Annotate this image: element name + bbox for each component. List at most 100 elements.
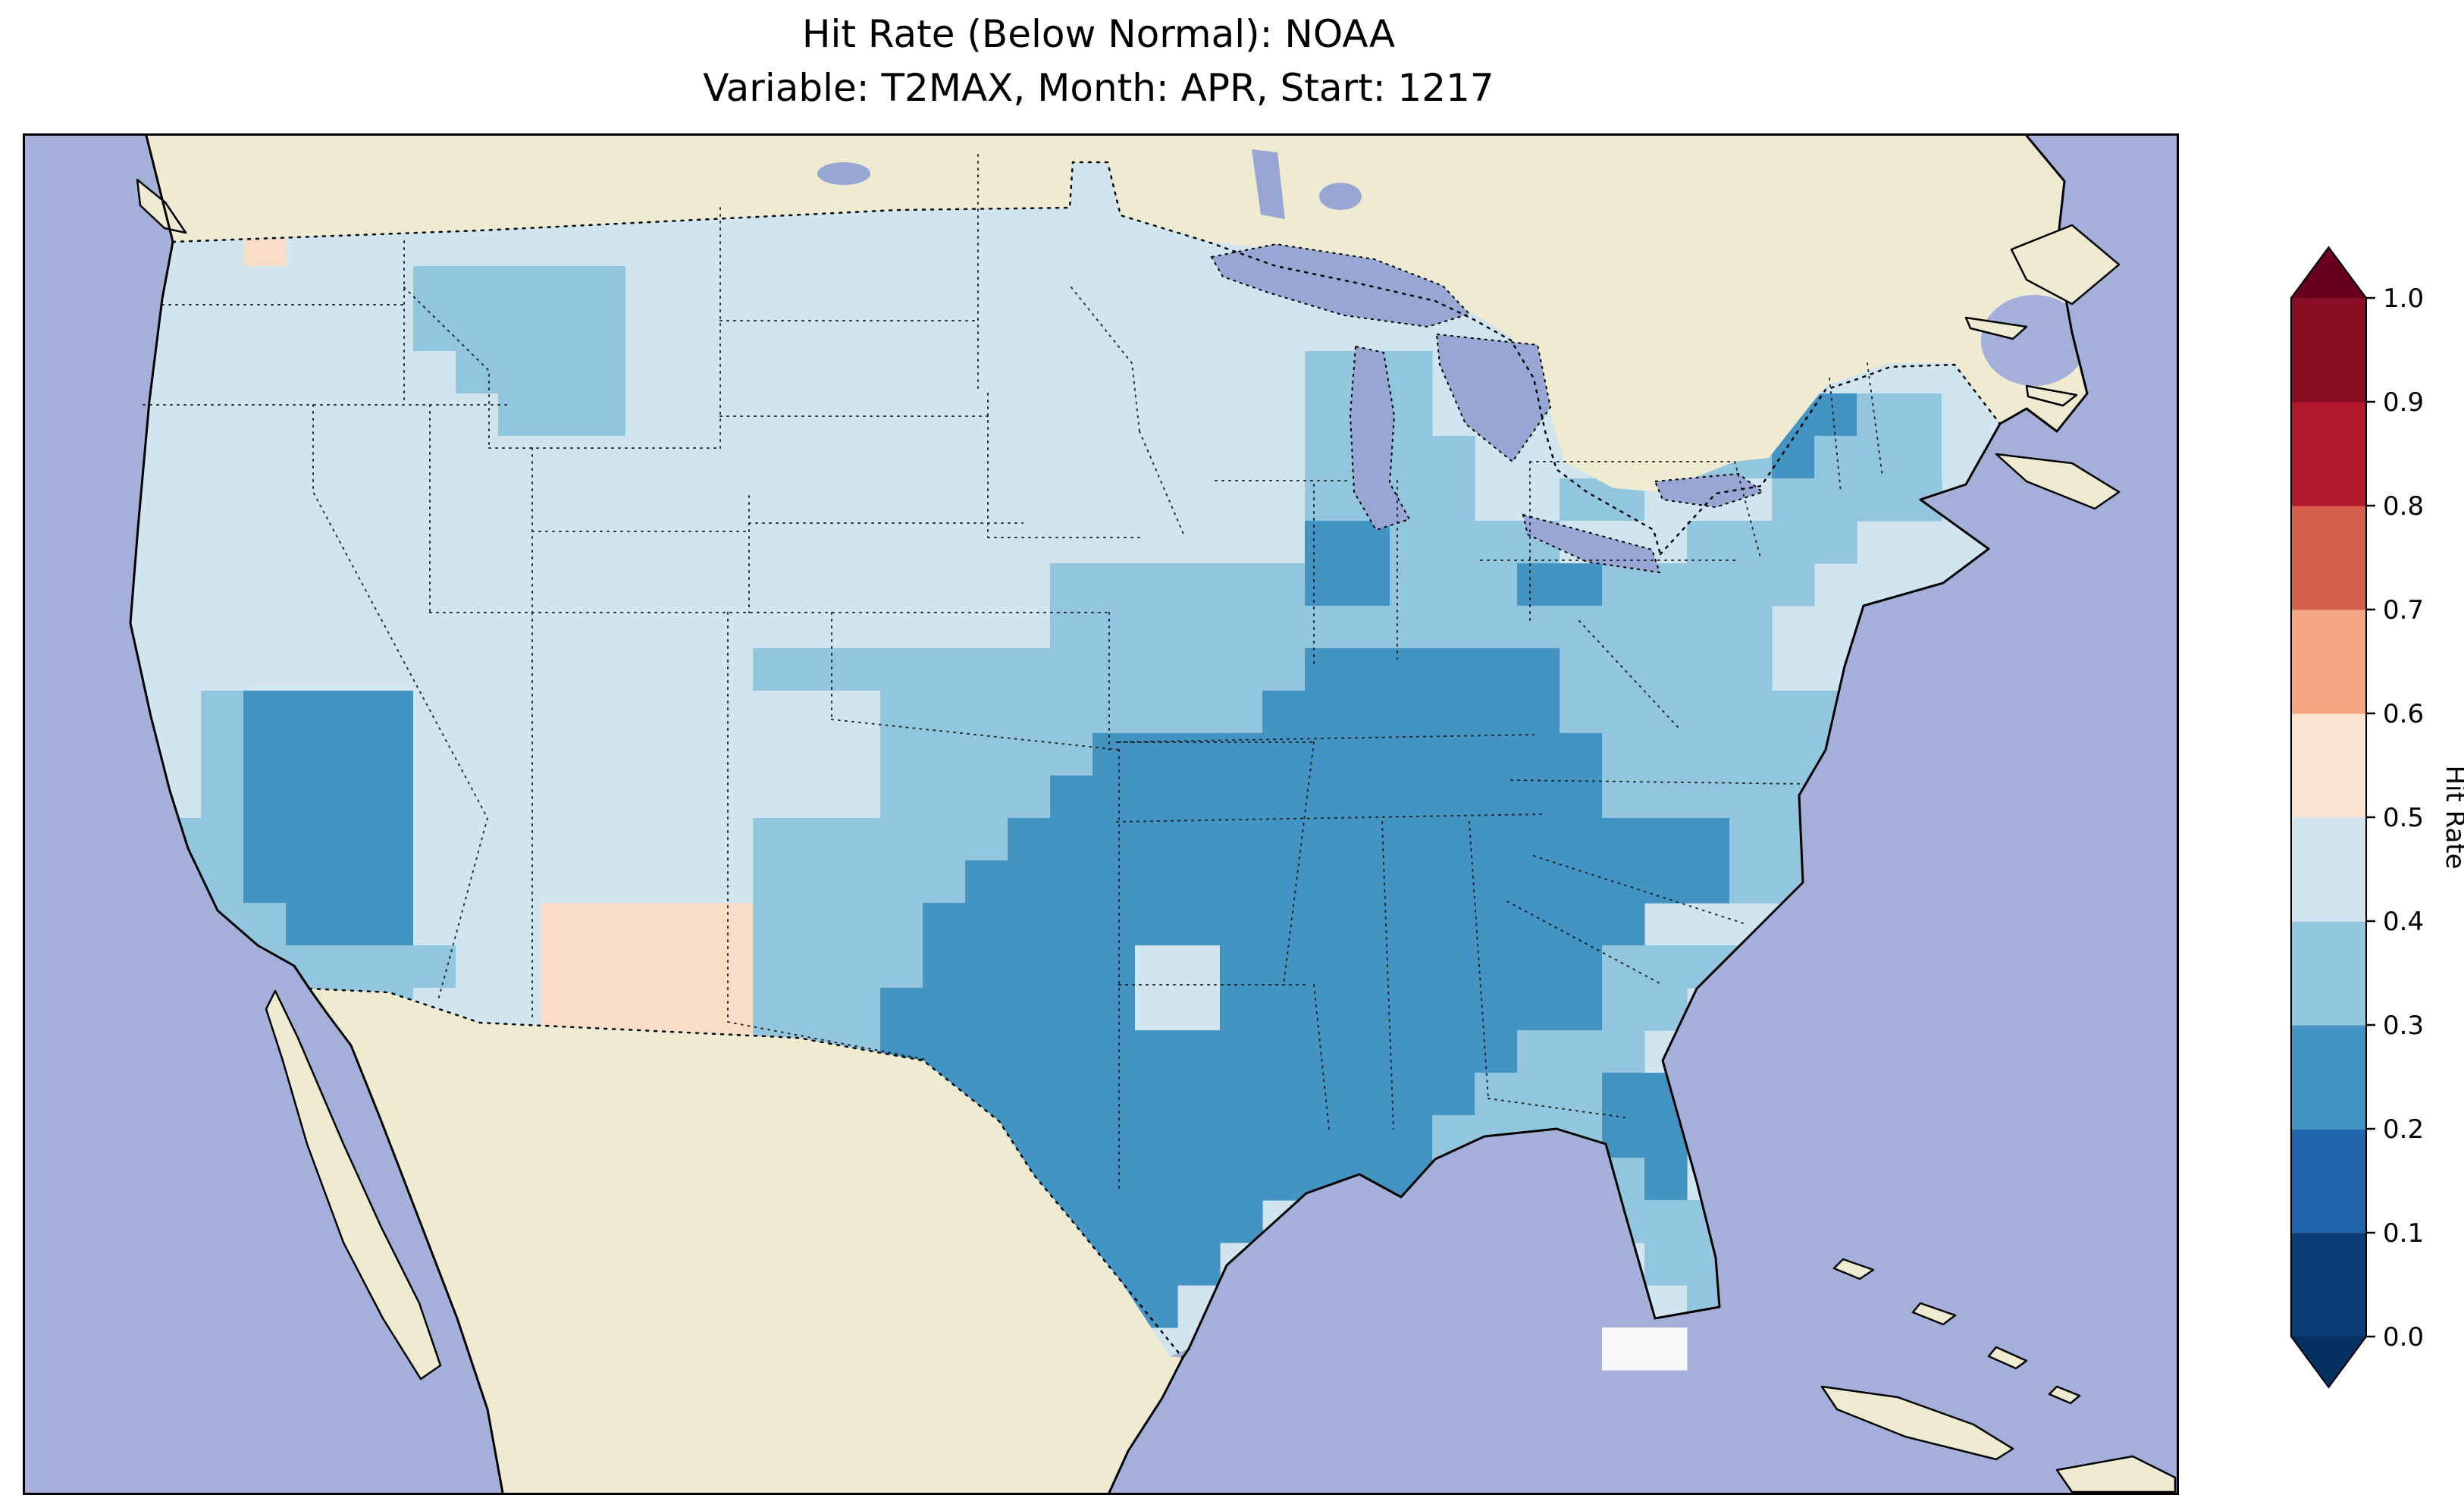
heatmap-cell	[710, 478, 754, 522]
heatmap-cell	[880, 860, 923, 904]
heatmap-cell	[1347, 1073, 1390, 1116]
heatmap-cell	[668, 521, 711, 564]
colorbar-axis-label: Hit Rate	[2440, 765, 2464, 869]
heatmap-cell	[1008, 224, 1051, 267]
heatmap-cell	[583, 478, 626, 522]
heatmap-cell	[1305, 606, 1348, 649]
heatmap-cell	[1644, 1327, 1688, 1371]
heatmap-cell	[1475, 1030, 1518, 1073]
heatmap-cell	[1135, 266, 1178, 309]
heatmap-cell	[923, 818, 966, 861]
heatmap-cell	[328, 563, 371, 606]
heatmap-cell	[1220, 1030, 1263, 1073]
heatmap-cell	[1687, 521, 1730, 564]
heatmap-cell	[1602, 1073, 1645, 1116]
heatmap-cell	[1135, 1030, 1178, 1073]
heatmap-cell	[880, 818, 923, 861]
heatmap-cell	[1517, 945, 1560, 989]
heatmap-cell	[625, 393, 669, 437]
heatmap-cell	[838, 691, 881, 734]
heatmap-cell	[1475, 776, 1518, 819]
heatmap-cell	[201, 563, 244, 606]
heatmap-cell	[795, 436, 839, 479]
heatmap-cell	[1008, 945, 1051, 989]
heatmap-cell	[413, 309, 456, 352]
heatmap-cell	[201, 521, 244, 564]
heatmap-cell	[1262, 606, 1306, 649]
heatmap-cell	[838, 521, 881, 564]
heatmap-cell	[1305, 776, 1348, 819]
heatmap-cell	[371, 521, 414, 564]
heatmap-cell	[541, 648, 584, 691]
heatmap-cell	[1560, 478, 1603, 522]
colorbar-band	[2291, 713, 2366, 818]
heatmap-cell	[1602, 776, 1645, 819]
heatmap-cell	[371, 436, 414, 479]
heatmap-cell	[1177, 478, 1221, 522]
heatmap-cell	[371, 478, 414, 522]
heatmap-cell	[1177, 309, 1221, 352]
heatmap-cell	[498, 648, 541, 691]
heatmap-cell	[1008, 860, 1051, 904]
heatmap-cell	[1432, 691, 1475, 734]
figure-title: Hit Rate (Below Normal): NOAA Variable: …	[23, 8, 2174, 115]
heatmap-cell	[1390, 436, 1433, 479]
heatmap-cell	[1644, 1200, 1688, 1243]
heatmap-cell	[1432, 521, 1475, 564]
heatmap-cell	[625, 266, 669, 309]
heatmap-cell	[753, 988, 796, 1031]
colorbar: 1.0 0.9 0.8 0.7 0.6 0.5 0.4 0.3 0.2 0.1 0.0 Hit Ra…	[2290, 246, 2464, 1389]
heatmap-cell	[753, 818, 796, 861]
heatmap-cell	[158, 478, 202, 522]
colorbar-band	[2291, 298, 2366, 403]
heatmap-cell	[668, 733, 711, 776]
heatmap-cell	[1092, 776, 1136, 819]
heatmap-cell	[498, 224, 541, 267]
great-lakes	[817, 149, 2087, 574]
baja-peninsula	[265, 989, 442, 1381]
prince-edward-island	[2025, 384, 2078, 407]
heatmap-cell	[1560, 606, 1603, 649]
heatmap-cell	[1135, 606, 1178, 649]
heatmap-cell	[1644, 818, 1688, 861]
heatmap-cell	[371, 266, 414, 309]
heatmap-cell	[1475, 1073, 1518, 1116]
heatmap-cell	[625, 351, 669, 394]
heatmap-cell	[1390, 648, 1433, 691]
heatmap-cell	[795, 521, 839, 564]
heatmap-cell	[413, 945, 456, 989]
heatmap-cell	[625, 945, 669, 989]
heatmap-cell	[413, 521, 456, 564]
heatmap-cell	[1177, 691, 1221, 734]
heatmap-cell	[1008, 1073, 1051, 1116]
heatmap-cell	[1560, 945, 1603, 989]
heatmap-cell	[1220, 521, 1263, 564]
heatmap-cell	[456, 266, 499, 309]
heatmap-cell	[1602, 733, 1645, 776]
heatmap-cell	[880, 224, 923, 267]
heatmap-cell	[201, 776, 244, 819]
heatmap-cell	[880, 351, 923, 394]
heatmap-cell	[923, 478, 966, 522]
coastline-pacific	[129, 136, 504, 1493]
heatmap-cell	[838, 393, 881, 437]
heatmap-cell	[286, 393, 329, 437]
heatmap-cell	[1475, 563, 1518, 606]
heatmap-cell	[498, 903, 541, 946]
heatmap-cell	[668, 224, 711, 267]
heatmap-cell	[328, 436, 371, 479]
heatmap-cell	[1092, 733, 1136, 776]
heatmap-cell	[1008, 478, 1051, 522]
heatmap-cell	[1517, 1073, 1560, 1116]
colorbar-band	[2291, 402, 2366, 506]
heatmap-cell	[456, 393, 499, 437]
heatmap-cell	[243, 776, 287, 819]
heatmap-cell	[1305, 1115, 1348, 1158]
heatmap-cell	[838, 776, 881, 819]
heatmap-cell	[286, 691, 329, 734]
heatmap-cell	[413, 776, 456, 819]
heatmap-cell	[1687, 648, 1730, 691]
heatmap-cell	[710, 309, 754, 352]
heatmap-cell	[1305, 436, 1348, 479]
heatmap-cell	[795, 860, 839, 904]
